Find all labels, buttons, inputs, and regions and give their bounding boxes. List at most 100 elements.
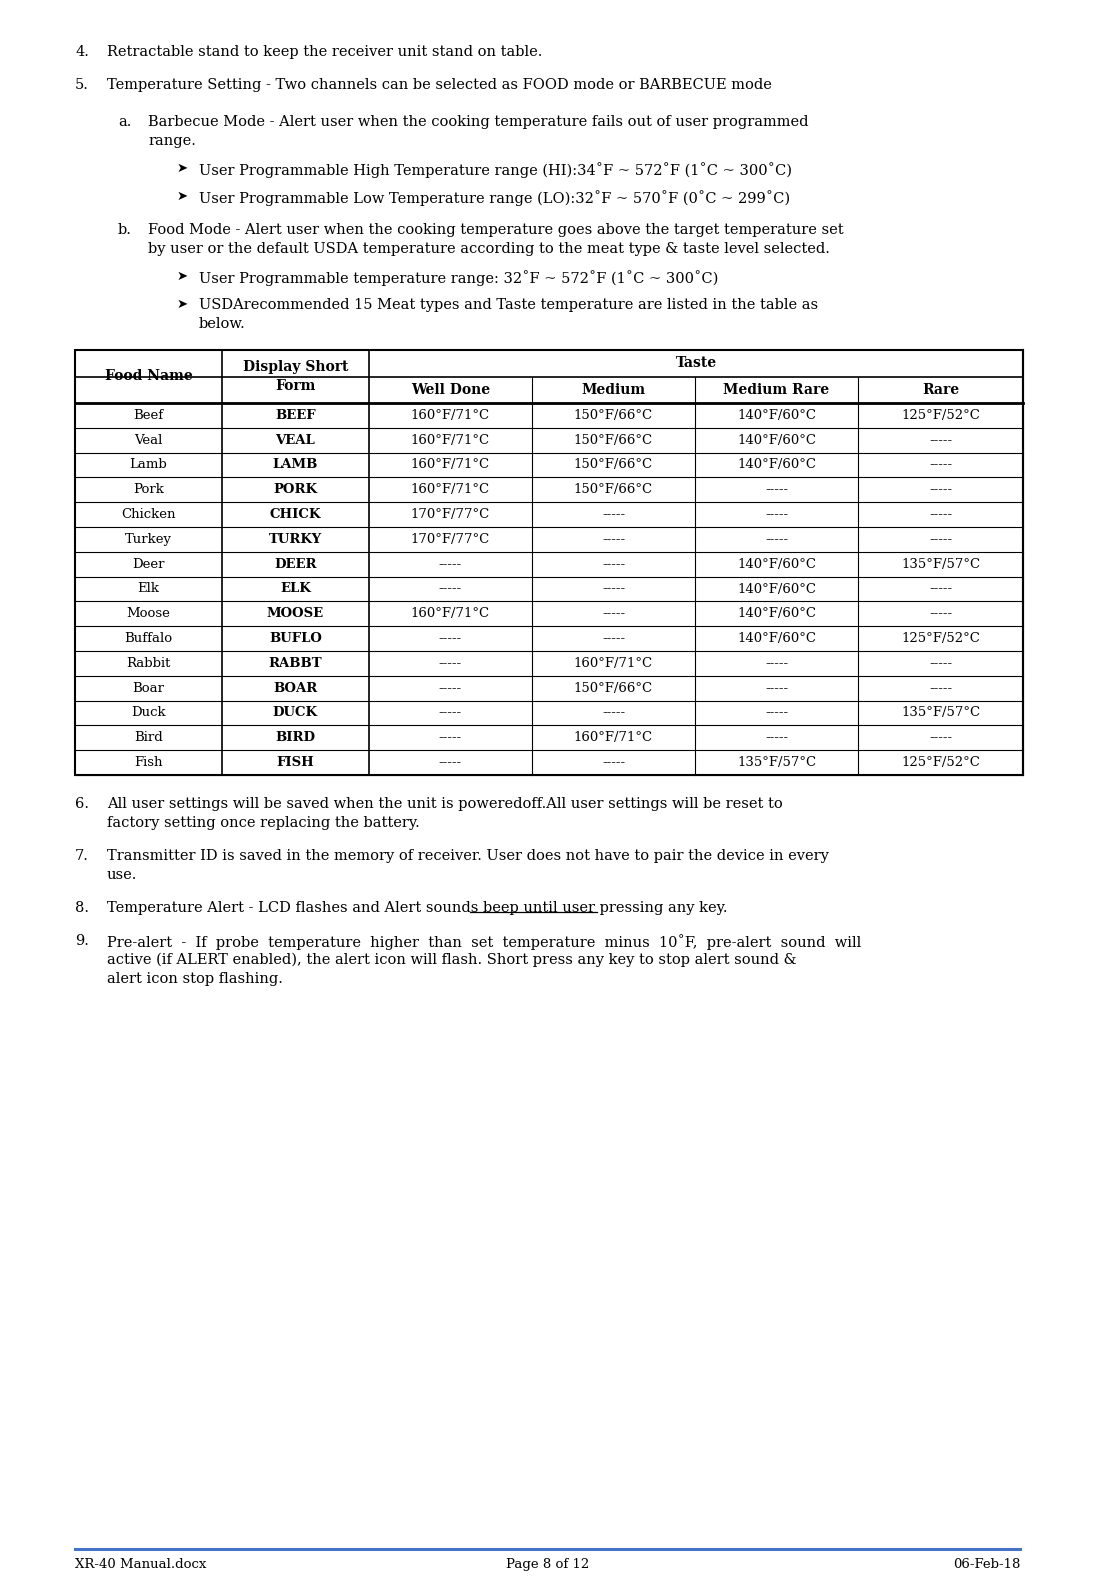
Text: -----: ----- — [929, 458, 952, 471]
Text: -----: ----- — [439, 731, 462, 744]
Text: Food Mode - Alert user when the cooking temperature goes above the target temper: Food Mode - Alert user when the cooking … — [148, 223, 843, 236]
Text: active (if ALERT enabled), the alert icon will flash. Short press any key to sto: active (if ALERT enabled), the alert ico… — [107, 953, 797, 967]
Text: BUFLO: BUFLO — [269, 632, 322, 645]
Text: 160°F/71°C: 160°F/71°C — [411, 409, 489, 421]
Text: -----: ----- — [602, 608, 625, 621]
Text: 150°F/66°C: 150°F/66°C — [574, 458, 653, 471]
Text: User Programmable Low Temperature range (LO):32˚F ~ 570˚F (0˚C ~ 299˚C): User Programmable Low Temperature range … — [199, 190, 791, 206]
Text: use.: use. — [107, 868, 137, 883]
Text: Temperature Alert - LCD flashes and Alert sounds beep until user pressing any ke: Temperature Alert - LCD flashes and Aler… — [107, 902, 727, 915]
Text: -----: ----- — [765, 533, 788, 546]
Text: -----: ----- — [765, 484, 788, 496]
Text: Buffalo: Buffalo — [125, 632, 173, 645]
Text: 135°F/57°C: 135°F/57°C — [737, 757, 816, 769]
Text: 125°F/52°C: 125°F/52°C — [901, 757, 980, 769]
Text: Beef: Beef — [134, 409, 163, 421]
Text: -----: ----- — [602, 707, 625, 720]
Text: Moose: Moose — [127, 608, 171, 621]
Text: -----: ----- — [602, 508, 625, 522]
Text: a.: a. — [118, 115, 131, 129]
Text: -----: ----- — [929, 731, 952, 744]
Text: Temperature Setting - Two channels can be selected as FOOD mode or BARBECUE mode: Temperature Setting - Two channels can b… — [107, 78, 772, 93]
Text: BIRD: BIRD — [276, 731, 315, 744]
Text: -----: ----- — [765, 658, 788, 670]
Text: range.: range. — [148, 134, 196, 148]
Text: All user settings will be saved when the unit is poweredoff.All user settings wi: All user settings will be saved when the… — [107, 796, 783, 811]
Text: ➤: ➤ — [177, 270, 188, 282]
Text: Pork: Pork — [132, 484, 164, 496]
Text: BOAR: BOAR — [274, 681, 318, 694]
Text: 140°F/60°C: 140°F/60°C — [737, 458, 816, 471]
Text: -----: ----- — [439, 658, 462, 670]
Text: Page 8 of 12: Page 8 of 12 — [506, 1558, 589, 1570]
Text: -----: ----- — [929, 583, 952, 595]
Text: Transmitter ID is saved in the memory of receiver. User does not have to pair th: Transmitter ID is saved in the memory of… — [107, 849, 829, 863]
Text: -----: ----- — [602, 557, 625, 571]
Text: DEER: DEER — [274, 557, 316, 571]
Text: 140°F/60°C: 140°F/60°C — [737, 434, 816, 447]
Text: BEEF: BEEF — [275, 409, 315, 421]
Text: Pre-alert  -  If  probe  temperature  higher  than  set  temperature  minus  10˚: Pre-alert - If probe temperature higher … — [107, 934, 862, 950]
Text: 125°F/52°C: 125°F/52°C — [901, 632, 980, 645]
Text: 140°F/60°C: 140°F/60°C — [737, 583, 816, 595]
Text: User Programmable High Temperature range (HI):34˚F ~ 572˚F (1˚C ~ 300˚C): User Programmable High Temperature range… — [199, 163, 792, 177]
Text: USDArecommended 15 Meat types and Taste temperature are listed in the table as: USDArecommended 15 Meat types and Taste … — [199, 298, 818, 311]
Text: -----: ----- — [929, 434, 952, 447]
Text: -----: ----- — [439, 757, 462, 769]
Text: -----: ----- — [929, 681, 952, 694]
Text: ➤: ➤ — [177, 190, 188, 203]
Text: XR-40 Manual.docx: XR-40 Manual.docx — [74, 1558, 206, 1570]
Text: MOOSE: MOOSE — [267, 608, 324, 621]
Text: Deer: Deer — [132, 557, 164, 571]
Text: -----: ----- — [929, 608, 952, 621]
Text: b.: b. — [118, 223, 131, 236]
Text: Well Done: Well Done — [411, 383, 489, 397]
Text: FISH: FISH — [277, 757, 314, 769]
Text: -----: ----- — [602, 632, 625, 645]
Text: ➤: ➤ — [177, 298, 188, 311]
Text: -----: ----- — [439, 681, 462, 694]
Text: 06-Feb-18: 06-Feb-18 — [953, 1558, 1021, 1570]
Bar — [74, 350, 1023, 776]
Text: Medium: Medium — [581, 383, 646, 397]
Text: 7.: 7. — [74, 849, 89, 863]
Text: 170°F/77°C: 170°F/77°C — [411, 533, 491, 546]
Text: LAMB: LAMB — [273, 458, 318, 471]
Text: -----: ----- — [765, 707, 788, 720]
Text: User Programmable temperature range: 32˚F ~ 572˚F (1˚C ~ 300˚C): User Programmable temperature range: 32˚… — [199, 270, 718, 286]
Text: ELK: ELK — [280, 583, 311, 595]
Text: Medium Rare: Medium Rare — [724, 383, 830, 397]
Text: Veal: Veal — [135, 434, 163, 447]
Text: Retractable stand to keep the receiver unit stand on table.: Retractable stand to keep the receiver u… — [107, 45, 542, 59]
Text: by user or the default USDA temperature according to the meat type & taste level: by user or the default USDA temperature … — [148, 243, 830, 255]
Text: -----: ----- — [439, 583, 462, 595]
Text: -----: ----- — [929, 484, 952, 496]
Text: Turkey: Turkey — [125, 533, 172, 546]
Text: Barbecue Mode - Alert user when the cooking temperature fails out of user progra: Barbecue Mode - Alert user when the cook… — [148, 115, 808, 129]
Text: -----: ----- — [929, 508, 952, 522]
Text: 160°F/71°C: 160°F/71°C — [411, 434, 489, 447]
Text: Food Name: Food Name — [105, 370, 193, 383]
Text: alert icon stop flashing.: alert icon stop flashing. — [107, 972, 283, 986]
Text: -----: ----- — [765, 731, 788, 744]
Text: 170°F/77°C: 170°F/77°C — [411, 508, 491, 522]
Text: 140°F/60°C: 140°F/60°C — [737, 557, 816, 571]
Text: DUCK: DUCK — [273, 707, 318, 720]
Text: Bird: Bird — [134, 731, 163, 744]
Text: CHICK: CHICK — [269, 508, 321, 522]
Text: 9.: 9. — [74, 934, 89, 948]
Text: -----: ----- — [602, 533, 625, 546]
Text: 160°F/71°C: 160°F/71°C — [411, 458, 489, 471]
Text: Display Short
Form: Display Short Form — [243, 361, 348, 393]
Text: PORK: PORK — [274, 484, 318, 496]
Text: Fish: Fish — [135, 757, 163, 769]
Text: 4.: 4. — [74, 45, 89, 59]
Text: 140°F/60°C: 140°F/60°C — [737, 409, 816, 421]
Text: 5.: 5. — [74, 78, 89, 93]
Text: 160°F/71°C: 160°F/71°C — [411, 484, 489, 496]
Text: Rabbit: Rabbit — [126, 658, 171, 670]
Text: RABBT: RABBT — [268, 658, 322, 670]
Text: 150°F/66°C: 150°F/66°C — [574, 434, 653, 447]
Text: 6.: 6. — [74, 796, 89, 811]
Text: -----: ----- — [602, 757, 625, 769]
